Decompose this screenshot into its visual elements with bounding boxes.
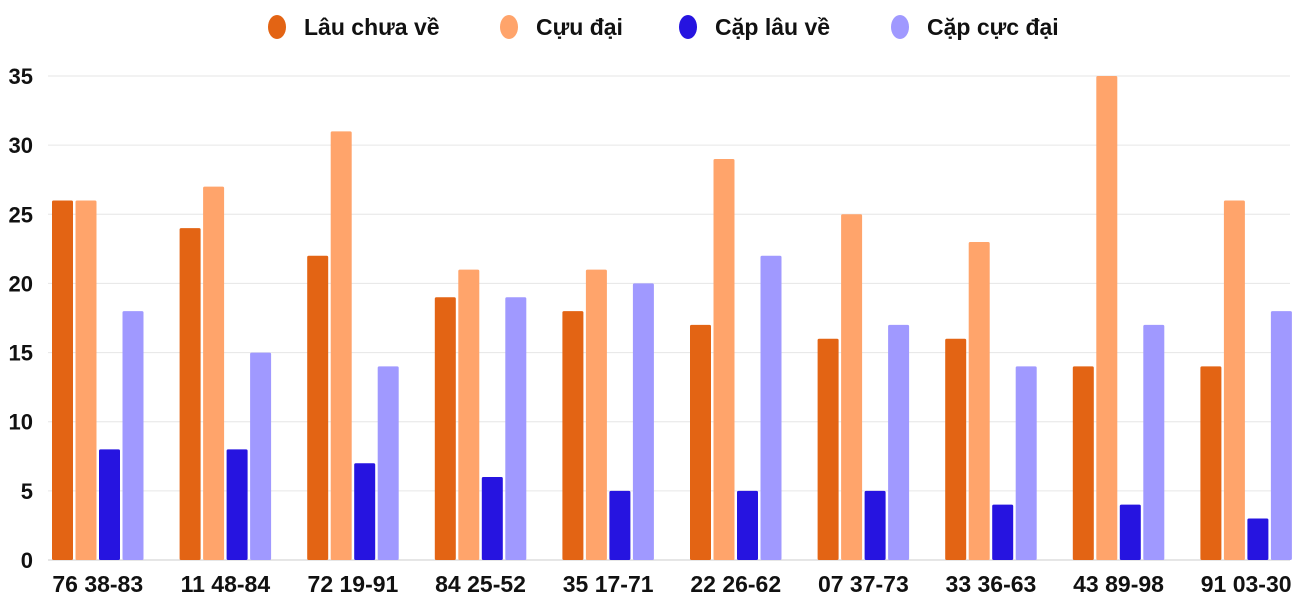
x-tick-label: 72 19-91 (308, 571, 399, 597)
y-tick-label: 30 (9, 133, 33, 158)
bar-2-6 (713, 158, 735, 560)
bar-2-8 (968, 241, 990, 560)
bar-4-6 (760, 255, 782, 560)
legend-marker (679, 15, 697, 39)
bar-1-9 (1072, 366, 1094, 560)
bar-2-10 (1223, 200, 1245, 560)
x-tick-label: 43 89-98 (1073, 571, 1164, 597)
bar-1-3 (307, 255, 329, 560)
bar-4-9 (1143, 324, 1165, 560)
bar-2-4 (458, 269, 480, 560)
bar-3-1 (99, 449, 120, 560)
x-tick-label: 91 03-30 (1201, 571, 1292, 597)
bar-1-6 (690, 324, 711, 560)
bar-3-8 (992, 504, 1014, 560)
bar-3-6 (737, 490, 758, 560)
bar-1-8 (945, 338, 967, 560)
legend-marker (268, 15, 286, 39)
y-tick-label: 10 (9, 410, 33, 435)
bar-2-5 (585, 269, 607, 560)
bar-2-2 (203, 186, 225, 560)
x-tick-label: 07 37-73 (818, 571, 909, 597)
y-tick-label: 35 (9, 64, 33, 89)
bar-1-2 (179, 228, 201, 560)
legend-marker (891, 15, 909, 39)
y-axis: 0 5 10 15 20 25 30 35 (9, 64, 33, 573)
bar-4-4 (505, 297, 527, 560)
x-tick-label: 76 38-83 (52, 571, 143, 597)
bar-3-4 (481, 477, 503, 560)
bar-1-1 (52, 200, 73, 560)
bar-3-7 (864, 490, 886, 560)
legend: Lâu chưa về Cựu đại Cặp lâu về Cặp cực đại (268, 14, 1059, 40)
bars (52, 76, 1292, 561)
bar-4-3 (377, 366, 399, 560)
bar-3-10 (1247, 518, 1269, 560)
bar-2-9 (1096, 76, 1118, 560)
bar-1-5 (562, 311, 584, 560)
x-tick-label: 22 26-62 (690, 571, 781, 597)
bar-4-10 (1270, 311, 1292, 560)
bar-2-3 (330, 131, 352, 561)
x-tick-label: 11 48-84 (181, 571, 271, 597)
y-tick-label: 15 (9, 341, 33, 366)
legend-label: Cặp cực đại (927, 14, 1059, 40)
bar-3-2 (226, 449, 248, 560)
y-tick-label: 25 (9, 202, 33, 227)
bar-1-4 (434, 297, 456, 560)
bar-4-8 (1015, 366, 1037, 560)
bar-3-5 (609, 490, 631, 560)
bar-2-1 (75, 200, 97, 560)
bar-1-7 (817, 338, 839, 560)
bar-4-2 (250, 352, 272, 560)
legend-marker (500, 15, 518, 39)
bar-4-1 (122, 311, 144, 560)
bar-3-3 (354, 463, 376, 560)
x-tick-label: 84 25-52 (435, 571, 526, 597)
legend-label: Cặp lâu về (715, 14, 830, 40)
y-tick-label: 20 (9, 271, 33, 296)
bar-2-7 (841, 214, 863, 561)
x-axis: 76 38-83 11 48-84 72 19-91 84 25-52 35 17-71… (52, 571, 1291, 597)
bar-4-5 (632, 283, 654, 560)
x-tick-label: 33 36-63 (946, 571, 1037, 597)
bar-3-9 (1119, 504, 1141, 560)
legend-label: Lâu chưa về (304, 14, 440, 40)
bar-1-10 (1200, 366, 1222, 560)
bar-4-7 (888, 324, 910, 560)
legend-label: Cựu đại (536, 14, 623, 40)
x-tick-label: 35 17-71 (563, 571, 654, 597)
y-tick-label: 5 (21, 479, 33, 504)
y-tick-label: 0 (21, 548, 33, 573)
